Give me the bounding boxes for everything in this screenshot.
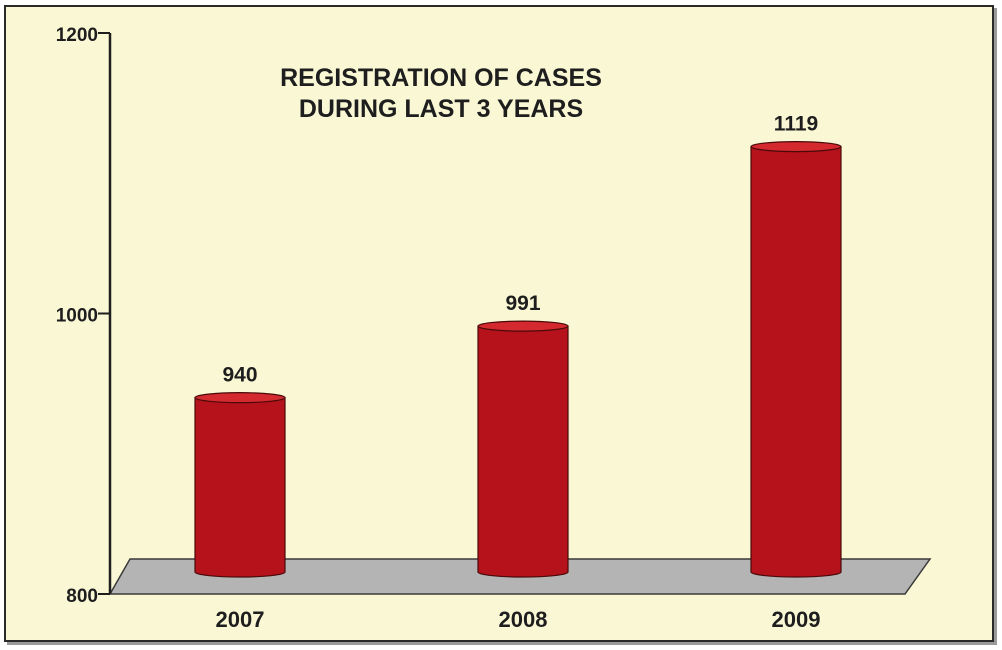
bar-top-cap — [477, 320, 569, 332]
bars-group: 940 2007 991 2008 1119 2009 — [194, 113, 842, 632]
chart-title: REGISTRATION OF CASES DURING LAST 3 YEAR… — [280, 64, 602, 123]
x-category-label: 2009 — [772, 607, 821, 632]
y-tick-label: 1200 — [56, 25, 98, 46]
bar-body — [750, 146, 842, 578]
x-category-label: 2007 — [216, 607, 265, 632]
bar-body — [194, 397, 286, 578]
bar-2009: 1119 2009 — [750, 113, 842, 632]
bar-value-label: 1119 — [774, 113, 818, 136]
bar-2007: 940 2007 — [194, 364, 286, 632]
bar-top-cap — [750, 141, 842, 153]
bar-top-cap — [194, 392, 286, 404]
y-tick-label: 800 — [66, 586, 98, 607]
bar-2008: 991 2008 — [477, 292, 569, 632]
x-category-label: 2008 — [499, 607, 548, 632]
chart-title-line-2: DURING LAST 3 YEARS — [299, 95, 583, 123]
y-axis: 800 1000 1200 — [56, 25, 112, 607]
bar-body — [477, 325, 569, 578]
y-tick-label: 1000 — [56, 306, 98, 327]
chart-title-line-1: REGISTRATION OF CASES — [280, 64, 602, 92]
bar-value-label: 991 — [505, 292, 540, 315]
bar-value-label: 940 — [222, 364, 257, 387]
